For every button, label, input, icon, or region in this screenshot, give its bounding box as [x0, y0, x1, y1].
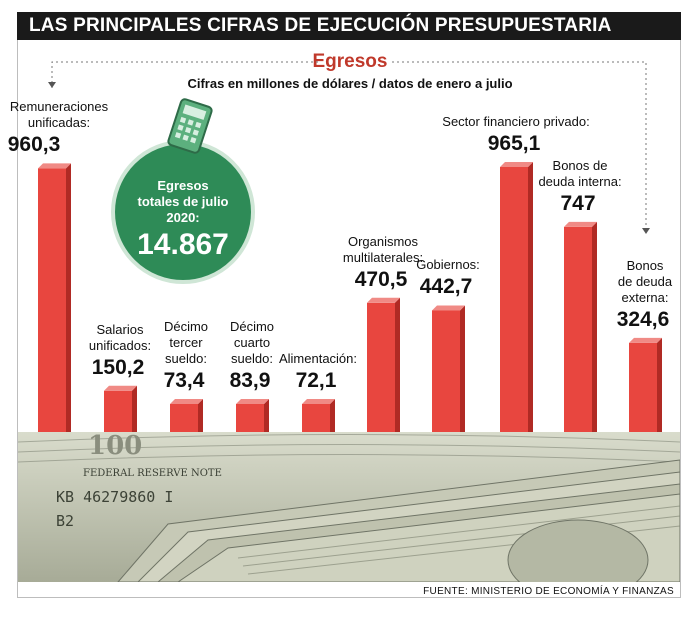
bar — [104, 385, 137, 432]
category-label: Bonos de deuda interna: — [538, 157, 622, 189]
chart-title: LAS PRINCIPALES CIFRAS DE EJECUCIÓN PRES… — [29, 15, 612, 36]
category-label: Remuneraciones unificadas: — [9, 99, 109, 131]
chart-frame — [17, 40, 681, 598]
bar — [236, 399, 269, 432]
chart-subtitle: Cifras en millones de dólares / datos de… — [187, 76, 513, 91]
value-label: 470,5 — [354, 267, 408, 291]
value-label: 83,9 — [229, 369, 271, 392]
bar — [367, 297, 400, 432]
value-label: 960,3 — [7, 133, 61, 157]
bar — [38, 163, 71, 432]
bracket-arrow — [48, 82, 56, 88]
bar — [500, 162, 533, 432]
total-label: Egresos totales de julio 2020: — [137, 178, 229, 225]
category-label: Décimo tercer sueldo: — [163, 319, 209, 366]
total-value: 14.867 — [137, 228, 229, 261]
value-label: 150,2 — [91, 355, 145, 379]
money-illustration: FEDERAL RESERVE NOTE KB 46279860 I B2 10… — [18, 432, 680, 582]
category-label: Organismos multilaterales: — [342, 233, 424, 265]
category-label: Bonos de deuda externa: — [617, 257, 673, 305]
category-label: Alimentación: — [278, 351, 358, 366]
bracket-arrow — [642, 228, 650, 234]
category-label: Salarios unificados: — [88, 321, 152, 353]
bar — [564, 221, 597, 432]
value-label: 442,7 — [419, 275, 473, 299]
value-label: 965,1 — [487, 132, 541, 155]
bar — [432, 305, 465, 432]
bar — [170, 399, 203, 432]
bill-note-text: FEDERAL RESERVE NOTE — [83, 468, 222, 479]
bar — [629, 337, 662, 432]
bill-denom-text: 100 — [88, 432, 142, 461]
calculator-icon — [167, 98, 213, 154]
value-label: 72,1 — [295, 369, 337, 392]
source-note: FUENTE: MINISTERIO DE ECONOMÍA Y FINANZA… — [423, 586, 674, 597]
category-label: Sector financiero privado: — [442, 114, 590, 129]
category-label: Gobiernos: — [416, 257, 480, 273]
total-circle: Egresos totales de julio 2020: 14.867 — [111, 140, 255, 284]
value-label: 73,4 — [163, 369, 205, 392]
value-label: 324,6 — [616, 307, 670, 331]
section-header: Egresos — [312, 51, 388, 72]
header-bracket — [51, 61, 647, 228]
bill-code-text: B2 — [56, 512, 74, 530]
bar — [302, 399, 335, 432]
bill-stack — [117, 459, 680, 582]
title-bar: LAS PRINCIPALES CIFRAS DE EJECUCIÓN PRES… — [0, 0, 700, 40]
bill-serial-text: KB 46279860 I — [56, 488, 173, 506]
category-label: Décimo cuarto sueldo: — [229, 319, 275, 366]
value-label: 747 — [560, 191, 596, 215]
